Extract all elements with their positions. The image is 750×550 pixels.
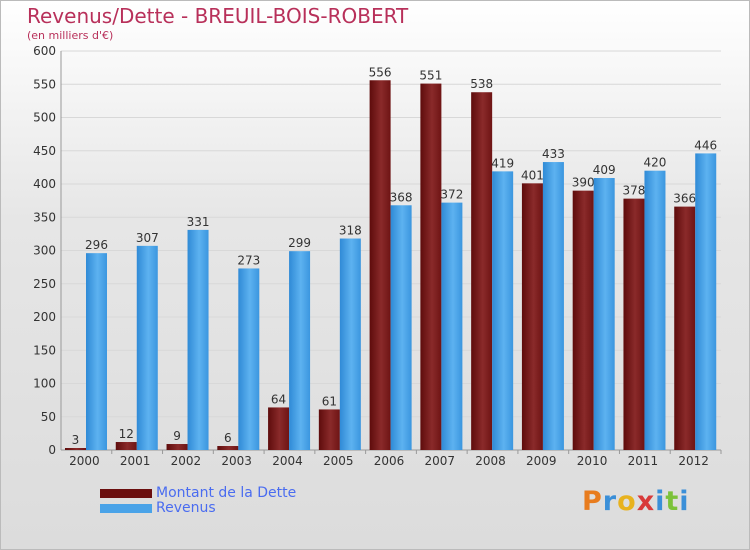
x-tick-label: 2008 [475,454,506,468]
bar-dette [217,446,239,450]
x-tick-label: 2001 [120,454,151,468]
bar-revenus [542,162,564,450]
data-label-dette: 390 [572,176,595,190]
data-label-revenus: 433 [542,147,565,161]
x-tick-label: 2010 [577,454,608,468]
data-label-revenus: 446 [694,138,717,152]
data-label-dette: 551 [419,69,442,83]
data-label-dette: 3 [72,433,80,447]
data-label-revenus: 318 [339,224,362,238]
bar-revenus [695,153,717,450]
legend-swatch-revenus [100,504,152,513]
y-tick-label: 200 [33,310,56,324]
chart-subtitle: (en milliers d'€) [27,29,114,42]
y-tick-label: 300 [33,244,56,258]
x-tick-label: 2003 [221,454,252,468]
data-label-dette: 401 [521,168,544,182]
bar-dette [420,83,442,451]
data-label-dette: 64 [271,392,286,406]
bar-dette [623,198,645,450]
bar-revenus [644,170,666,450]
data-label-dette: 378 [623,184,646,198]
x-tick-label: 2009 [526,454,557,468]
y-tick-label: 450 [33,144,56,158]
y-tick-label: 150 [33,343,56,357]
bar-dette [318,409,340,450]
y-tick-label: 400 [33,177,56,191]
bar-dette [166,444,188,450]
x-tick-label: 2000 [69,454,100,468]
y-tick-label: 100 [33,377,56,391]
bar-revenus [136,245,158,450]
x-tick-label: 2012 [678,454,709,468]
chart-title: Revenus/Dette - BREUIL-BOIS-ROBERT [27,4,409,28]
data-label-dette: 61 [322,394,337,408]
data-label-revenus: 331 [187,215,210,229]
y-tick-label: 500 [33,111,56,125]
data-label-revenus: 296 [85,238,108,252]
data-label-revenus: 420 [644,156,667,170]
x-tick-label: 2005 [323,454,354,468]
bar-dette [471,92,493,450]
bar-revenus [390,205,412,450]
data-label-revenus: 299 [288,236,311,250]
bar-revenus [187,229,209,450]
y-tick-label: 250 [33,277,56,291]
data-label-revenus: 307 [136,231,159,245]
data-label-dette: 12 [119,427,134,441]
data-label-dette: 556 [369,65,392,79]
legend-label-revenus: Revenus [156,500,216,516]
x-tick-label: 2006 [374,454,405,468]
data-label-revenus: 372 [440,188,463,202]
data-label-revenus: 368 [390,190,413,204]
bar-dette [674,206,696,450]
data-label-revenus: 273 [237,253,260,267]
data-label-revenus: 409 [593,163,616,177]
bar-revenus [86,253,107,450]
bar-dette [572,190,594,450]
bar-revenus [238,268,260,450]
bar-dette [268,407,290,450]
bar-dette [65,448,86,450]
x-tick-label: 2007 [424,454,455,468]
data-label-dette: 538 [470,77,493,91]
x-tick-label: 2004 [272,454,303,468]
y-tick-label: 600 [33,44,56,58]
y-tick-label: 0 [48,443,56,457]
proxiti-logo: Proxiti [582,486,690,517]
y-tick-label: 350 [33,210,56,224]
legend-swatch-dette [100,489,152,498]
bar-dette [521,183,543,450]
bar-dette [369,80,391,450]
data-label-dette: 9 [173,429,181,443]
bar-revenus [339,238,361,450]
data-label-dette: 6 [224,431,232,445]
x-tick-label: 2002 [171,454,202,468]
bar-revenus [492,171,514,451]
x-tick-label: 2011 [628,454,659,468]
bar-revenus [441,202,463,450]
y-tick-label: 550 [33,77,56,91]
bar-revenus [289,251,311,450]
legend-label-dette: Montant de la Dette [156,485,297,501]
bar-dette [115,442,137,450]
data-label-revenus: 419 [491,156,514,170]
data-label-dette: 366 [673,192,696,206]
y-tick-label: 50 [41,410,56,424]
bar-revenus [593,178,615,450]
